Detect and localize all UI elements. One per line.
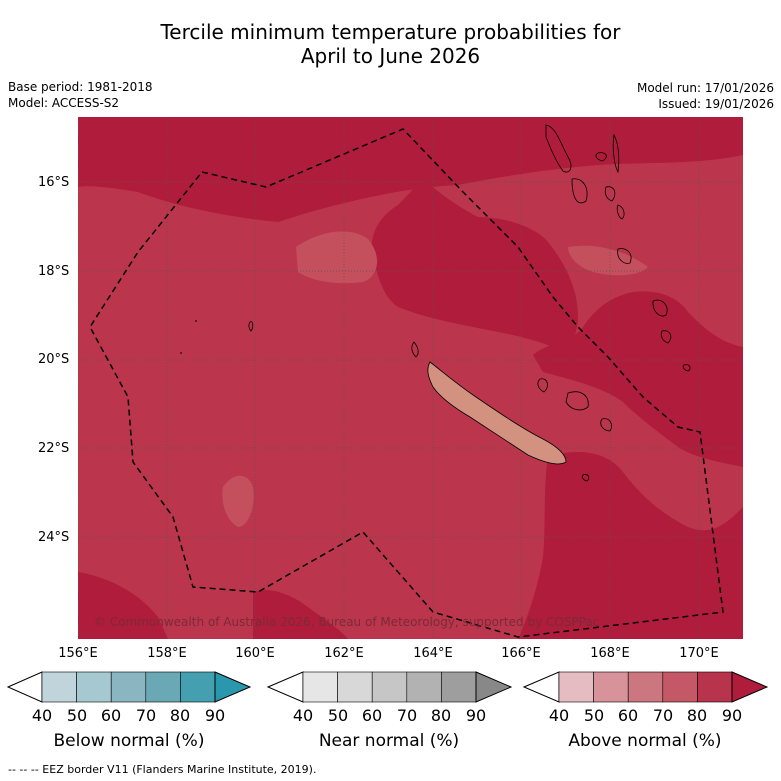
cb-near-swatch-2 [337,671,373,703]
above-90-south [253,590,348,639]
cb-above-triangle-low [522,671,560,703]
cb-below-label-40: 40 [31,706,53,725]
cb-below-swatch-3 [110,671,147,703]
chesterfield-reef [248,321,254,332]
cb-above-label-80: 80 [686,706,708,725]
lat-tick-22s: 22°S [38,441,70,456]
cb-near-label-40: 40 [292,706,314,725]
lat-tick-16s: 16°S [38,175,70,190]
cb-above-swatch-5 [697,671,733,703]
cb-below-swatch-4 [145,671,181,703]
aneityum-island [682,364,691,372]
cb-near-triangle-high [475,671,513,703]
epi-island [616,204,625,220]
chart-title-line2: April to June 2026 [300,44,481,68]
espiritu-santo-island [545,124,572,173]
cb-near-swatch-4 [406,671,442,703]
cb-above-swatch-2 [593,671,629,703]
above-70-80-patch-2 [222,475,254,527]
lon-tick-162e: 162°E [324,646,364,661]
cb-above-label-90: 90 [721,706,743,725]
cb-below-triangle-low [6,671,43,703]
ouvea-island [537,378,548,393]
cb-below-label-90: 90 [204,706,226,725]
tanna-island [660,330,672,344]
lat-tick-24s: 24°S [38,530,70,545]
graticule [78,117,743,639]
eez-border [89,128,724,638]
issued-label: Issued: 19/01/2026 [658,97,774,111]
pentecost-island [612,133,620,174]
cb-near-label-70: 70 [396,706,418,725]
cb-below-triangle-high [214,671,252,703]
walpole-island [581,474,590,482]
cb-below-swatch-2 [76,671,112,703]
above-90-southwest [78,572,168,639]
lifou-island [565,391,589,411]
cb-above-swatch-4 [662,671,698,703]
lon-tick-164e: 164°E [413,646,453,661]
lon-tick-158e: 158°E [147,646,187,661]
cb-above-title: Above normal (%) [568,731,722,751]
cb-above-label-70: 70 [652,706,674,725]
cb-near-title: Near normal (%) [318,731,460,751]
lat-tick-20s: 20°S [38,352,70,367]
lon-tick-170e: 170°E [679,646,719,661]
cb-above-swatch-1 [558,671,594,703]
cb-near-label-60: 60 [361,706,383,725]
eez-footnote: -- -- -- EEZ border V11 (Flanders Marine… [8,763,317,776]
cb-above-label-50: 50 [583,706,605,725]
cb-above-swatch-3 [627,671,664,703]
lon-tick-166e: 166°E [501,646,541,661]
cb-near-triangle-low [266,671,304,703]
cb-near-label-80: 80 [430,706,452,725]
maewo-island [595,152,607,162]
cb-near-swatch-5 [441,671,477,703]
cb-above-label-40: 40 [548,706,570,725]
cb-above-label-60: 60 [617,706,639,725]
erromango-island [652,299,668,317]
colorbars [6,671,769,703]
base-period-label: Base period: 1981-2018 [8,80,153,94]
cb-near-swatch-1 [302,671,338,703]
ambrym-island [604,186,616,202]
cb-near-label-50: 50 [327,706,349,725]
mare-island [600,418,612,432]
probability-map: © Commonwealth of Australia 2026, Bureau… [78,117,743,639]
chart-title-line1: Tercile minimum temperature probabilitie… [160,20,621,44]
above-90-north [78,117,743,222]
cb-near-label-90: 90 [465,706,487,725]
efate-island [617,248,632,264]
colorbar-above [522,671,769,703]
lat-tick-18s: 18°S [38,264,70,279]
above-90-southeast [518,452,743,639]
colorbar-below [6,671,252,703]
copyright-text: © Commonwealth of Australia 2026, Bureau… [94,615,599,629]
above-70-80-patch-1 [296,231,378,284]
lon-tick-156e: 156°E [58,646,98,661]
lon-tick-168e: 168°E [590,646,630,661]
cb-near-swatch-3 [371,671,408,703]
lon-tick-160e: 160°E [235,646,275,661]
above-90-central [371,179,578,348]
model-label: Model: ACCESS-S2 [8,96,120,110]
belep-islands [411,341,419,358]
cb-below-label-50: 50 [66,706,88,725]
malekula-island [571,178,588,204]
cb-below-title: Below normal (%) [53,731,205,751]
cb-below-swatch-1 [41,671,77,703]
cb-above-triangle-high [731,671,769,703]
above-70-80-patch-3 [568,245,648,276]
colorbar-near [266,671,513,703]
cb-below-swatch-5 [180,671,216,703]
model-run-label: Model run: 17/01/2026 [636,81,774,95]
new-caledonia-land [427,361,567,465]
cb-below-label-70: 70 [135,706,157,725]
cb-below-label-80: 80 [169,706,191,725]
cb-below-label-60: 60 [100,706,122,725]
